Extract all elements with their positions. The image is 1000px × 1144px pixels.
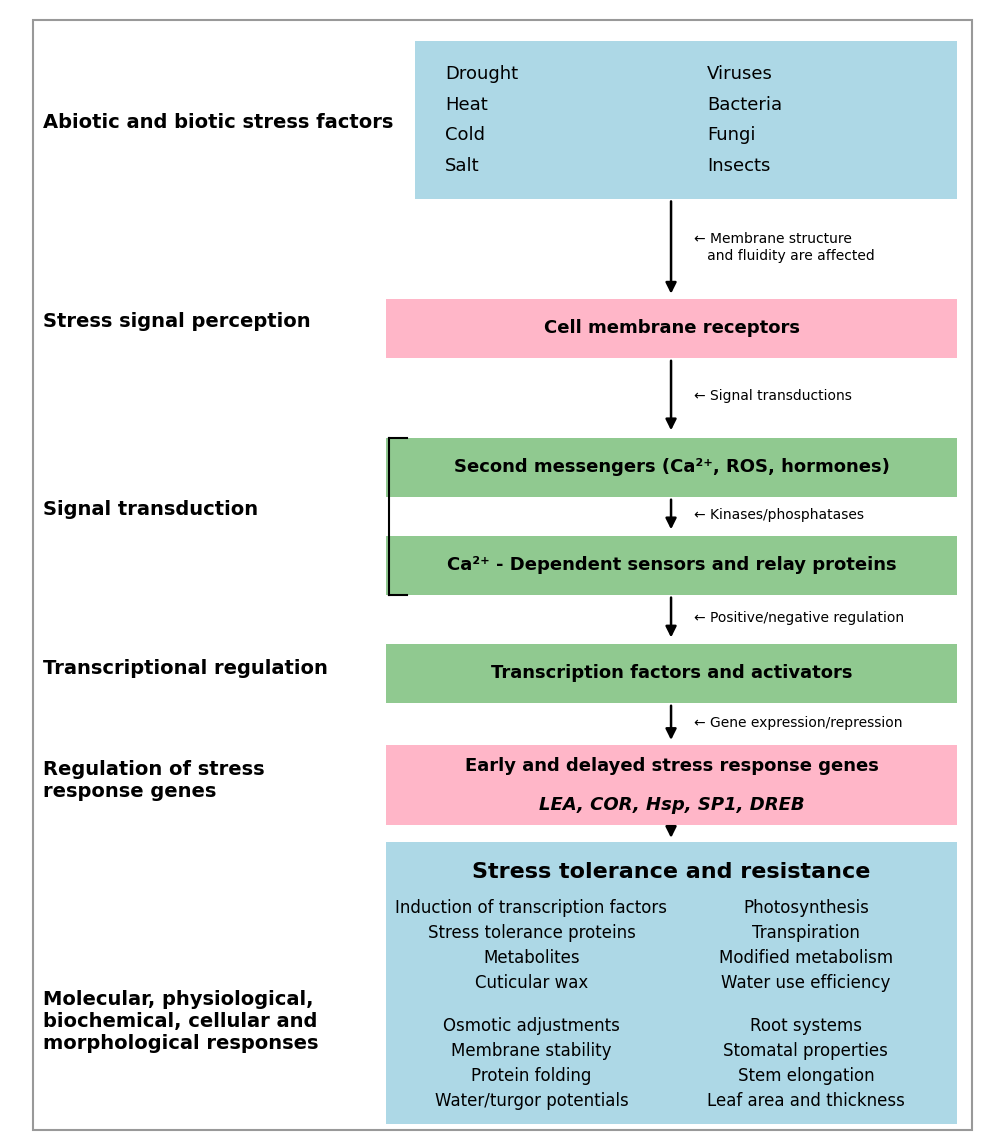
Text: Bacteria: Bacteria [707, 96, 782, 113]
Text: Drought: Drought [445, 65, 518, 82]
Text: Protein folding: Protein folding [471, 1067, 592, 1086]
Text: Metabolites: Metabolites [483, 948, 580, 967]
FancyBboxPatch shape [33, 19, 972, 1130]
Text: Root systems: Root systems [750, 1017, 862, 1035]
Text: Signal transduction: Signal transduction [43, 500, 258, 519]
Text: Abiotic and biotic stress factors: Abiotic and biotic stress factors [43, 113, 393, 132]
Text: Fungi: Fungi [707, 126, 756, 144]
Text: Heat: Heat [445, 96, 488, 113]
Text: Modified metabolism: Modified metabolism [719, 948, 893, 967]
Text: Cold: Cold [445, 126, 485, 144]
Text: Regulation of stress
response genes: Regulation of stress response genes [43, 760, 264, 801]
Bar [386, 644, 957, 702]
Text: ← Kinases/phosphatases: ← Kinases/phosphatases [694, 508, 864, 522]
Text: Photosynthesis: Photosynthesis [743, 899, 869, 916]
Text: ← Positive/negative regulation: ← Positive/negative regulation [694, 611, 904, 625]
Text: LEA, COR, Hsp, SP1, DREB: LEA, COR, Hsp, SP1, DREB [539, 796, 804, 815]
Text: Stomatal properties: Stomatal properties [723, 1042, 888, 1060]
Text: Leaf area and thickness: Leaf area and thickness [707, 1093, 905, 1111]
Text: Induction of transcription factors: Induction of transcription factors [395, 899, 667, 916]
Bar [386, 535, 957, 595]
Text: Stress tolerance proteins: Stress tolerance proteins [428, 923, 635, 942]
Text: Insects: Insects [707, 157, 771, 175]
Text: Stress signal perception: Stress signal perception [43, 312, 310, 331]
Text: Water use efficiency: Water use efficiency [721, 974, 891, 992]
Bar [415, 41, 957, 199]
Bar [386, 438, 957, 496]
Text: Membrane stability: Membrane stability [451, 1042, 612, 1060]
Text: Water/turgor potentials: Water/turgor potentials [435, 1093, 628, 1111]
Text: Salt: Salt [445, 157, 480, 175]
Text: ← Membrane structure
   and fluidity are affected: ← Membrane structure and fluidity are af… [694, 232, 875, 263]
Bar [386, 745, 957, 825]
Bar [386, 299, 957, 358]
Text: ← Gene expression/repression: ← Gene expression/repression [694, 716, 902, 730]
Text: Stem elongation: Stem elongation [738, 1067, 874, 1086]
Text: Second messengers (Ca²⁺, ROS, hormones): Second messengers (Ca²⁺, ROS, hormones) [454, 459, 889, 476]
Text: Transcription factors and activators: Transcription factors and activators [491, 665, 852, 682]
Text: Molecular, physiological,
biochemical, cellular and
morphological responses: Molecular, physiological, biochemical, c… [43, 991, 318, 1054]
Text: Stress tolerance and resistance: Stress tolerance and resistance [472, 863, 871, 882]
Text: Transcriptional regulation: Transcriptional regulation [43, 659, 327, 678]
Text: Transpiration: Transpiration [752, 923, 860, 942]
Text: Cell membrane receptors: Cell membrane receptors [544, 319, 800, 337]
Text: ← Signal transductions: ← Signal transductions [694, 389, 852, 403]
Text: Early and delayed stress response genes: Early and delayed stress response genes [465, 756, 878, 774]
Text: Cuticular wax: Cuticular wax [475, 974, 588, 992]
Text: Viruses: Viruses [707, 65, 773, 82]
Text: Ca²⁺ - Dependent sensors and relay proteins: Ca²⁺ - Dependent sensors and relay prote… [447, 556, 896, 574]
Text: Osmotic adjustments: Osmotic adjustments [443, 1017, 620, 1035]
Bar [386, 842, 957, 1125]
